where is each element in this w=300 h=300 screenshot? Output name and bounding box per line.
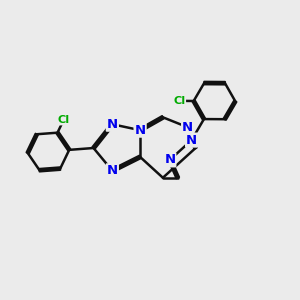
- Text: Cl: Cl: [173, 96, 185, 106]
- Text: N: N: [107, 118, 118, 131]
- Text: N: N: [134, 124, 146, 137]
- Text: N: N: [107, 164, 118, 177]
- Text: N: N: [164, 153, 175, 167]
- Text: N: N: [182, 121, 193, 134]
- Text: Cl: Cl: [58, 115, 70, 125]
- Text: N: N: [186, 134, 197, 147]
